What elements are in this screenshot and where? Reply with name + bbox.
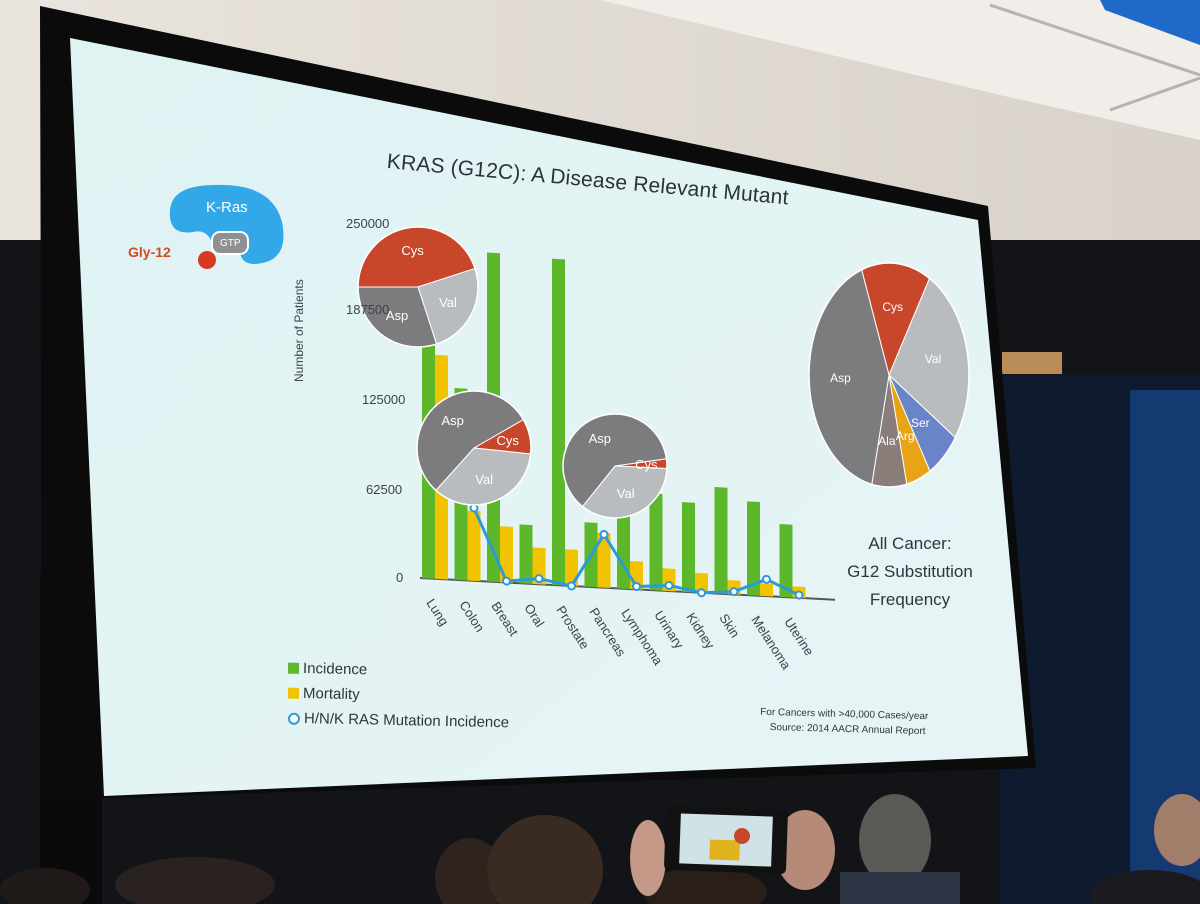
pie-slice-label: Ala bbox=[878, 434, 896, 449]
pie-slice-label: Cys bbox=[496, 432, 519, 448]
gtp-pocket bbox=[211, 231, 249, 255]
incidence-bar-kidney bbox=[682, 502, 695, 593]
legend-label: Mortality bbox=[302, 685, 360, 704]
y-tick-label: 62500 bbox=[366, 482, 403, 497]
mortality-swatch bbox=[287, 687, 300, 699]
ceiling-light bbox=[1100, 0, 1200, 45]
caption-line: Frequency bbox=[869, 590, 951, 609]
caption-line: All Cancer: bbox=[868, 534, 952, 553]
kras-label: K-Ras bbox=[206, 199, 248, 216]
legend-item-mutation: H/N/K RAS Mutation Incidence bbox=[287, 706, 510, 736]
mortality-bar-colon bbox=[467, 510, 481, 582]
pie-slice-label: Asp bbox=[588, 430, 611, 446]
pie-slice-label: Cys bbox=[401, 243, 424, 259]
pie-slice-label: Val bbox=[616, 486, 635, 502]
pie-slice-label: Asp bbox=[830, 371, 851, 386]
pie-chart-all-cancer bbox=[808, 262, 970, 488]
mutation-point bbox=[567, 581, 576, 591]
pie-chart-pancreas bbox=[562, 413, 668, 519]
all-cancer-caption: All Cancer: G12 Substitution Frequency bbox=[840, 530, 980, 614]
y-tick-label: 0 bbox=[396, 570, 404, 585]
pie-slice-label: Val bbox=[924, 352, 942, 367]
source-note: For Cancers with >40,000 Cases/year Sour… bbox=[760, 705, 929, 739]
kras-protein-shape bbox=[169, 184, 284, 264]
pie-slice-label: Cys bbox=[882, 300, 904, 315]
legend-label: H/N/K RAS Mutation Incidence bbox=[303, 710, 510, 732]
mortality-bar-pancreas bbox=[597, 532, 611, 588]
pie-slice-label: Arg bbox=[895, 429, 915, 444]
incidence-swatch bbox=[287, 662, 300, 674]
mutation-point bbox=[502, 576, 511, 586]
y-tick-label: 125000 bbox=[362, 392, 406, 407]
mortality-bar-melanoma bbox=[760, 583, 773, 597]
mortality-bar-prostate bbox=[565, 549, 578, 587]
slide-surface bbox=[70, 38, 1028, 796]
caption-line: G12 Substitution bbox=[847, 562, 973, 581]
legend-label: Incidence bbox=[302, 660, 368, 679]
y-tick-label: 187500 bbox=[346, 302, 390, 317]
pie-slice-label: Cys bbox=[635, 456, 658, 472]
mutation-point bbox=[632, 582, 641, 592]
mutation-point bbox=[534, 574, 544, 584]
pie-slice-label: Val bbox=[475, 471, 494, 487]
mutation-point bbox=[697, 588, 706, 598]
chart-legend: Incidence Mortality H/N/K RAS Mutation I… bbox=[287, 658, 510, 736]
incidence-bar-prostate bbox=[552, 258, 565, 586]
gly12-residue bbox=[198, 251, 216, 269]
mutation-point bbox=[599, 529, 609, 539]
mortality-bar-breast bbox=[500, 526, 513, 583]
pie-chart-lung bbox=[357, 226, 479, 348]
pie-slice-label: Val bbox=[439, 295, 457, 311]
mutation-point bbox=[729, 587, 739, 597]
incidence-bar-skin bbox=[714, 487, 728, 595]
incidence-bar-oral bbox=[519, 524, 533, 584]
mutation-point bbox=[664, 580, 674, 590]
mutation-point bbox=[762, 574, 771, 584]
incidence-bar-uterine bbox=[779, 524, 793, 598]
mortality-bar-oral bbox=[532, 547, 546, 585]
pie-slice-label: Ser bbox=[910, 415, 930, 430]
mutation-marker bbox=[287, 712, 301, 725]
y-tick-label: 250000 bbox=[346, 216, 390, 231]
mutation-point bbox=[794, 590, 804, 600]
incidence-bar-urinary bbox=[649, 493, 663, 591]
pie-chart-colon bbox=[416, 390, 532, 506]
y-axis-label: Number of Patients bbox=[292, 279, 306, 382]
gtp-label: GTP bbox=[220, 238, 241, 249]
pie-slice-label: Asp bbox=[441, 413, 464, 429]
mortality-bar-kidney bbox=[695, 572, 708, 594]
gly12-label: Gly-12 bbox=[128, 244, 171, 260]
ceiling bbox=[600, 0, 1200, 140]
incidence-bar-melanoma bbox=[747, 501, 760, 596]
pie-slice-label: Asp bbox=[385, 308, 409, 324]
